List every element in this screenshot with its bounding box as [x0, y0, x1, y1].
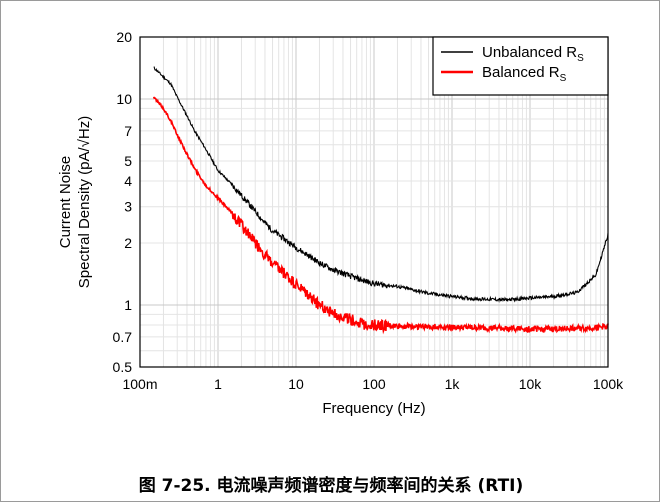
y-tick-label: 7 [124, 123, 132, 139]
series-layer [152, 66, 609, 335]
grid [140, 37, 608, 367]
x-axis-label: Frequency (Hz) [322, 400, 425, 417]
y-tick-label: 1 [124, 297, 132, 313]
legend-label: Balanced RS [482, 64, 567, 84]
series-line-balanced [152, 96, 609, 335]
x-tick-label: 10 [288, 376, 304, 392]
y-axis-label-line2: Spectral Density (pA/√Hz) [76, 116, 93, 288]
y-axis-label-line1: Current Noise [57, 156, 74, 249]
x-tick-label: 100k [593, 376, 624, 392]
y-tick-label: 10 [116, 91, 132, 107]
x-tick-label: 1k [445, 376, 461, 392]
figure-caption: 图 7-25. 电流噪声频谱密度与频率间的关系 (RTI) [138, 476, 524, 496]
y-tick-label: 0.7 [113, 329, 133, 345]
noise-density-chart: 0.5 0.7 1 2 3 4 5 7 10 20 100m 1 10 100 1k 10k 100k Fre… [57, 29, 624, 417]
x-tick-label: 10k [519, 376, 543, 392]
y-axis-ticks: 0.5 0.7 1 2 3 4 5 7 10 20 [113, 29, 133, 375]
legend-box [432, 36, 609, 96]
y-tick-label: 3 [124, 199, 132, 215]
y-tick-label: 4 [124, 173, 132, 189]
y-tick-label: 2 [124, 235, 132, 251]
y-tick-label: 20 [116, 29, 132, 45]
x-tick-label: 1 [214, 376, 222, 392]
plot-border [139, 36, 609, 368]
x-tick-label: 100 [362, 376, 386, 392]
legend-label: Unbalanced RS [482, 44, 584, 64]
series-line-unbalanced [153, 66, 609, 303]
y-tick-label: 5 [124, 153, 132, 169]
y-tick-label: 0.5 [113, 359, 133, 375]
x-tick-label: 100m [122, 376, 157, 392]
x-axis-ticks: 100m 1 10 100 1k 10k 100k [122, 376, 624, 392]
